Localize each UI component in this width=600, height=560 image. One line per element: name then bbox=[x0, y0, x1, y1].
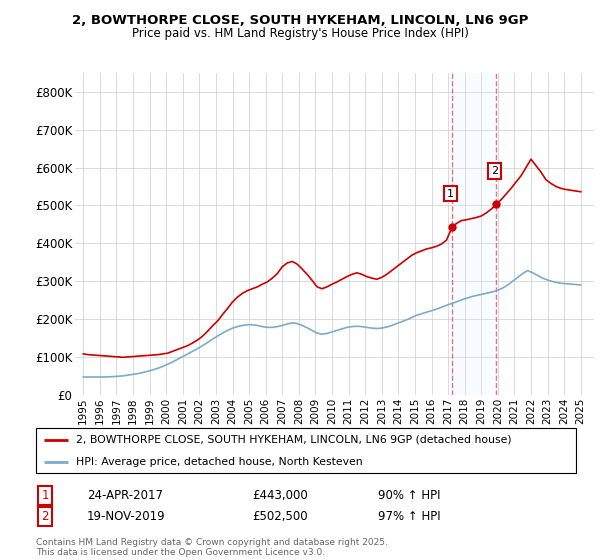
Text: 2: 2 bbox=[41, 510, 49, 523]
Text: 2, BOWTHORPE CLOSE, SOUTH HYKEHAM, LINCOLN, LN6 9GP: 2, BOWTHORPE CLOSE, SOUTH HYKEHAM, LINCO… bbox=[72, 14, 528, 27]
Text: 24-APR-2017: 24-APR-2017 bbox=[87, 489, 163, 502]
Text: 1: 1 bbox=[447, 189, 454, 199]
Text: 97% ↑ HPI: 97% ↑ HPI bbox=[378, 510, 440, 523]
Text: Price paid vs. HM Land Registry's House Price Index (HPI): Price paid vs. HM Land Registry's House … bbox=[131, 27, 469, 40]
FancyBboxPatch shape bbox=[36, 428, 576, 473]
Text: 90% ↑ HPI: 90% ↑ HPI bbox=[378, 489, 440, 502]
Text: £502,500: £502,500 bbox=[252, 510, 308, 523]
Text: Contains HM Land Registry data © Crown copyright and database right 2025.
This d: Contains HM Land Registry data © Crown c… bbox=[36, 538, 388, 557]
Text: 19-NOV-2019: 19-NOV-2019 bbox=[87, 510, 166, 523]
Bar bbox=[452, 73, 496, 395]
Text: 2: 2 bbox=[491, 166, 499, 176]
Text: HPI: Average price, detached house, North Kesteven: HPI: Average price, detached house, Nort… bbox=[77, 457, 363, 467]
Text: £443,000: £443,000 bbox=[252, 489, 308, 502]
Text: 2, BOWTHORPE CLOSE, SOUTH HYKEHAM, LINCOLN, LN6 9GP (detached house): 2, BOWTHORPE CLOSE, SOUTH HYKEHAM, LINCO… bbox=[77, 435, 512, 445]
Text: 1: 1 bbox=[41, 489, 49, 502]
